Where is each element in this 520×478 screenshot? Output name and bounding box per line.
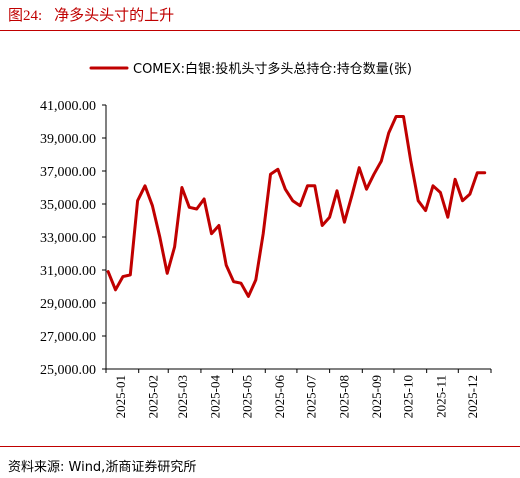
y-tick-label: 31,000.00 bbox=[40, 264, 96, 279]
x-axis-ticks: 2025-01 2025-02 2025-03 2025-04 2025-05 2025-… bbox=[105, 369, 492, 419]
x-tick-label: 2025-04 bbox=[208, 375, 223, 419]
chart-axes bbox=[105, 105, 491, 370]
y-tick-label: 27,000.00 bbox=[40, 330, 96, 345]
x-tick-label: 2025-11 bbox=[433, 375, 448, 418]
y-tick-label: 29,000.00 bbox=[40, 297, 96, 312]
x-tick-label: 2025-05 bbox=[239, 375, 254, 418]
x-tick-label: 2025-02 bbox=[145, 375, 160, 418]
x-tick-label: 2025-09 bbox=[369, 375, 384, 418]
y-tick-label: 41,000.00 bbox=[40, 99, 96, 114]
y-tick-label: 33,000.00 bbox=[40, 231, 96, 246]
figure-title: 图24: 净多头头寸的上升 bbox=[8, 4, 174, 25]
source-divider bbox=[0, 446, 520, 447]
x-tick-label: 2025-01 bbox=[113, 375, 128, 418]
x-tick-label: 2025-07 bbox=[304, 375, 319, 419]
y-tick-label: 37,000.00 bbox=[40, 165, 96, 180]
x-tick-label: 2025-08 bbox=[336, 375, 351, 418]
line-chart: COMEX:白银:投机头寸多头总持仓:持仓数量(张) 25,000.00 27,0… bbox=[40, 61, 492, 419]
legend-label: COMEX:白银:投机头寸多头总持仓:持仓数量(张) bbox=[133, 61, 412, 77]
x-tick-label: 2025-03 bbox=[175, 375, 190, 418]
y-tick-label: 25,000.00 bbox=[40, 363, 96, 378]
chart-legend: COMEX:白银:投机头寸多头总持仓:持仓数量(张) bbox=[89, 61, 412, 77]
chart-series bbox=[106, 115, 487, 298]
x-tick-label: 2025-10 bbox=[401, 375, 416, 418]
y-tick-label: 35,000.00 bbox=[40, 198, 96, 213]
x-tick-label: 2025-06 bbox=[272, 375, 287, 419]
y-tick-label: 39,000.00 bbox=[40, 132, 96, 147]
series-line bbox=[106, 115, 487, 298]
x-tick-label: 2025-12 bbox=[465, 375, 480, 418]
y-axis-ticks: 25,000.00 27,000.00 29,000.00 31,000.00 33,0… bbox=[40, 99, 106, 378]
figure-caption: 净多头头寸的上升 bbox=[54, 6, 175, 24]
source-note: 资料来源: Wind,浙商证券研究所 bbox=[8, 460, 197, 475]
title-divider bbox=[0, 30, 520, 31]
figure-number: 图24: bbox=[8, 8, 43, 24]
